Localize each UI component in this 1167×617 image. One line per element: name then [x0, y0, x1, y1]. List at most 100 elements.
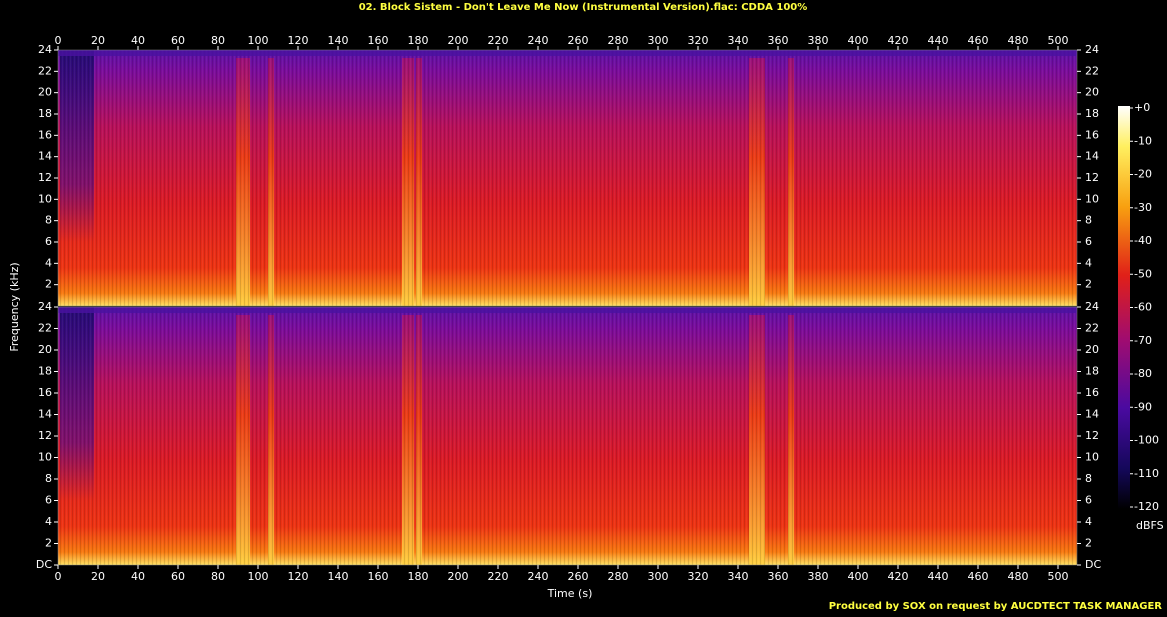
- x-tick-label-top: 220: [488, 34, 509, 47]
- y-tick-label-right: 10: [1085, 451, 1099, 464]
- y-tick-label: 16: [38, 386, 52, 399]
- x-tick-label: 440: [928, 570, 949, 583]
- x-tick-label-top: 40: [131, 34, 145, 47]
- x-tick-label-top: 320: [688, 34, 709, 47]
- colorbar: [1118, 106, 1130, 509]
- x-tick-label-top: 420: [888, 34, 909, 47]
- y-tick-label: 8: [45, 214, 52, 227]
- x-tick-label: 220: [488, 570, 509, 583]
- y-tick-label-right: 14: [1085, 150, 1099, 163]
- x-tick-label: 160: [368, 570, 389, 583]
- y-tick-label-right: 12: [1085, 171, 1099, 184]
- x-tick-label: 500: [1048, 570, 1069, 583]
- colorbar-tick-label: -90: [1134, 400, 1152, 413]
- y-tick-label-right: 16: [1085, 386, 1099, 399]
- x-tick-label: 0: [55, 570, 62, 583]
- y-tick-label: 2: [45, 537, 52, 550]
- x-tick-label-top: 260: [568, 34, 589, 47]
- y-tick-label-right: 22: [1085, 64, 1099, 77]
- x-tick-label-top: 460: [968, 34, 989, 47]
- colorbar-tick-label: -110: [1134, 467, 1159, 480]
- y-tick-label: 24: [38, 300, 52, 313]
- x-tick-label-top: 240: [528, 34, 549, 47]
- x-tick-label: 240: [528, 570, 549, 583]
- x-tick-label-top: 360: [768, 34, 789, 47]
- y-tick-label: DC: [36, 558, 52, 571]
- x-tick-label: 400: [848, 570, 869, 583]
- y-tick-label: 14: [38, 150, 52, 163]
- y-tick-label: 10: [38, 192, 52, 205]
- colorbar-tick-label: -50: [1134, 267, 1152, 280]
- y-tick-label-right: 8: [1085, 472, 1092, 485]
- y-tick-label: 24: [38, 43, 52, 56]
- x-tick-label-top: 380: [808, 34, 829, 47]
- y-tick-label-right: DC: [1085, 558, 1101, 571]
- spectrogram-stripes: [58, 50, 1077, 306]
- x-tick-label: 280: [608, 570, 629, 583]
- colorbar-tick-label: -40: [1134, 234, 1152, 247]
- y-tick-label-right: 24: [1085, 300, 1099, 313]
- y-tick-label-right: 6: [1085, 494, 1092, 507]
- colorbar-tick-label: -120: [1134, 500, 1159, 513]
- y-tick-label-right: 24: [1085, 43, 1099, 56]
- x-tick-label-top: 280: [608, 34, 629, 47]
- x-tick-label: 460: [968, 570, 989, 583]
- credit: Produced by SOX on request by AUCDTECT T…: [829, 601, 1163, 612]
- x-tick-label-top: 60: [171, 34, 185, 47]
- y-tick-label-right: 10: [1085, 192, 1099, 205]
- x-tick-label-top: 480: [1008, 34, 1029, 47]
- x-tick-label-top: 340: [728, 34, 749, 47]
- colorbar-label: dBFS: [1136, 519, 1164, 532]
- x-tick-label-top: 180: [408, 34, 429, 47]
- y-tick-label: 12: [38, 429, 52, 442]
- y-tick-label: 18: [38, 365, 52, 378]
- x-tick-label: 420: [888, 570, 909, 583]
- y-tick-label-right: 2: [1085, 537, 1092, 550]
- colorbar-tick-label: -70: [1134, 334, 1152, 347]
- colorbar-tick-label: -30: [1134, 201, 1152, 214]
- chart-title: 02. Block Sistem - Don't Leave Me Now (I…: [359, 2, 808, 13]
- y-tick-label: 22: [38, 64, 52, 77]
- x-axis-label: Time (s): [547, 587, 593, 600]
- y-tick-label-right: 4: [1085, 515, 1092, 528]
- y-tick-label-right: 20: [1085, 86, 1099, 99]
- y-tick-label: 2: [45, 278, 52, 291]
- y-tick-label: 20: [38, 86, 52, 99]
- x-tick-label-top: 140: [328, 34, 349, 47]
- y-tick-label: 12: [38, 171, 52, 184]
- y-tick-label: 6: [45, 235, 52, 248]
- y-tick-label: 10: [38, 451, 52, 464]
- x-tick-label: 300: [648, 570, 669, 583]
- x-tick-label: 200: [448, 570, 469, 583]
- spectrogram-top-edge: [58, 50, 1077, 56]
- y-tick-label: 16: [38, 128, 52, 141]
- x-tick-label: 80: [211, 570, 225, 583]
- y-tick-label-right: 12: [1085, 429, 1099, 442]
- y-tick-label: 22: [38, 322, 52, 335]
- y-tick-label-right: 16: [1085, 128, 1099, 141]
- x-tick-label-top: 400: [848, 34, 869, 47]
- x-tick-label: 180: [408, 570, 429, 583]
- x-tick-label: 380: [808, 570, 829, 583]
- x-tick-label: 100: [248, 570, 269, 583]
- y-tick-label-right: 14: [1085, 408, 1099, 421]
- y-tick-label: 4: [45, 256, 52, 269]
- y-tick-label-right: 8: [1085, 214, 1092, 227]
- y-tick-label-right: 18: [1085, 365, 1099, 378]
- x-tick-label: 260: [568, 570, 589, 583]
- y-axis-label: Frequency (kHz): [8, 262, 21, 351]
- x-tick-label-top: 120: [288, 34, 309, 47]
- colorbar-tick-label: -20: [1134, 168, 1152, 181]
- colorbar-tick-label: -10: [1134, 134, 1152, 147]
- x-tick-label: 320: [688, 570, 709, 583]
- y-tick-label-right: 4: [1085, 256, 1092, 269]
- x-tick-label-top: 500: [1048, 34, 1069, 47]
- x-tick-label: 20: [91, 570, 105, 583]
- colorbar-tick-label: +0: [1134, 101, 1150, 114]
- y-tick-label: 18: [38, 107, 52, 120]
- x-tick-label: 480: [1008, 570, 1029, 583]
- x-tick-label: 340: [728, 570, 749, 583]
- x-tick-label: 40: [131, 570, 145, 583]
